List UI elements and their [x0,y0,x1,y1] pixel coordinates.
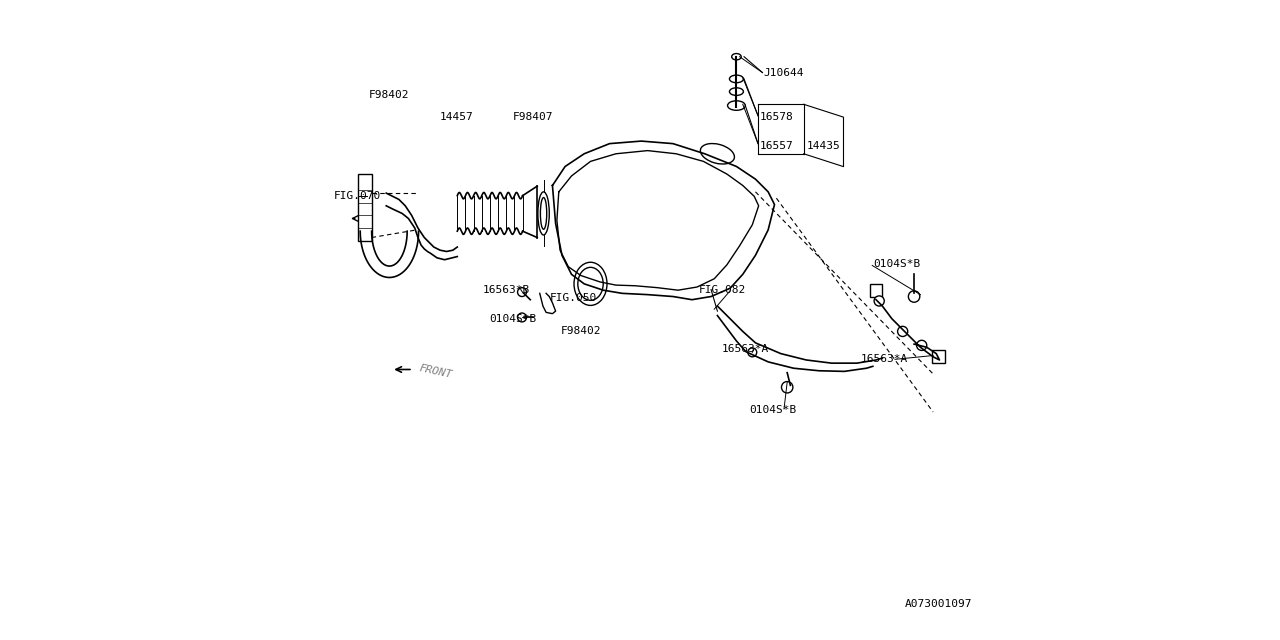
Circle shape [909,291,920,302]
Text: A073001097: A073001097 [905,599,973,609]
Circle shape [916,340,927,351]
Bar [357,174,371,241]
Text: F98402: F98402 [561,326,602,337]
Text: 0104S*B: 0104S*B [489,314,536,324]
Text: 14457: 14457 [440,112,474,122]
Text: 16563*A: 16563*A [860,355,908,364]
Circle shape [748,348,756,356]
Text: FIG.050: FIG.050 [550,292,598,303]
Bar [869,284,882,296]
Ellipse shape [577,268,603,300]
Text: FIG.082: FIG.082 [699,285,746,294]
Circle shape [874,296,884,306]
Text: FIG.070: FIG.070 [334,191,381,202]
Text: 16563*A: 16563*A [721,344,768,353]
Ellipse shape [540,198,547,229]
Bar [932,351,945,363]
Ellipse shape [538,192,549,235]
Text: 0104S*B: 0104S*B [873,259,920,269]
Text: 16578: 16578 [759,112,794,122]
Text: FRONT: FRONT [419,364,453,380]
Circle shape [517,287,526,296]
Circle shape [517,313,526,322]
Text: 16563*B: 16563*B [483,285,530,294]
Ellipse shape [700,143,735,164]
Ellipse shape [730,88,744,95]
Text: J10644: J10644 [764,68,804,77]
Ellipse shape [727,100,745,110]
Text: 16557: 16557 [759,141,794,150]
Ellipse shape [730,75,744,83]
Ellipse shape [732,54,741,60]
Text: 0104S*B: 0104S*B [749,405,796,415]
Text: 14435: 14435 [806,141,840,150]
Text: F98407: F98407 [513,112,554,122]
Circle shape [897,326,908,337]
Circle shape [782,381,792,393]
Text: F98402: F98402 [369,90,408,100]
Ellipse shape [573,262,607,305]
